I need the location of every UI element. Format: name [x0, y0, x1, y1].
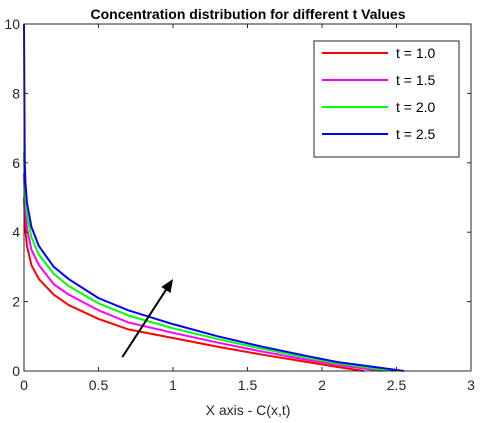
x-tick-label: 2.5 — [387, 377, 407, 393]
y-tick-label: 10 — [4, 16, 20, 32]
y-tick-label: 2 — [12, 294, 20, 310]
y-tick-label: 6 — [12, 155, 20, 171]
series-line-2 — [23, 173, 382, 372]
annotation-arrow-head — [161, 279, 173, 293]
chart-title: Concentration distribution for different… — [90, 6, 405, 22]
series-line-1 — [23, 197, 364, 372]
annotation-arrow-shaft — [121, 289, 167, 358]
y-tick-label: 8 — [12, 85, 20, 101]
x-axis-title: X axis - C(x,t) — [206, 402, 291, 418]
x-tick-label: 2 — [318, 377, 326, 393]
y-tick-label: 4 — [12, 224, 20, 240]
series-line-3 — [23, 152, 394, 372]
series-line-4 — [23, 23, 405, 372]
x-tick-label: 0 — [20, 377, 28, 393]
legend-label-4: t = 2.5 — [396, 126, 436, 142]
x-tick-label: 1 — [169, 377, 177, 393]
legend-label-2: t = 1.5 — [396, 72, 436, 88]
y-tick-label: 0 — [12, 363, 20, 379]
legend-label-1: t = 1.0 — [396, 45, 436, 61]
x-tick-label: 3 — [467, 377, 475, 393]
x-tick-label: 1.5 — [238, 377, 258, 393]
legend-box — [313, 40, 460, 158]
x-tick-label: 0.5 — [89, 377, 109, 393]
plot-area: 0 0.5 1 1.5 2 2.5 3 0 2 4 6 8 10 t = 1.0 t = 1.5 t = 2.… — [4, 16, 475, 393]
legend-label-3: t = 2.0 — [396, 99, 436, 115]
